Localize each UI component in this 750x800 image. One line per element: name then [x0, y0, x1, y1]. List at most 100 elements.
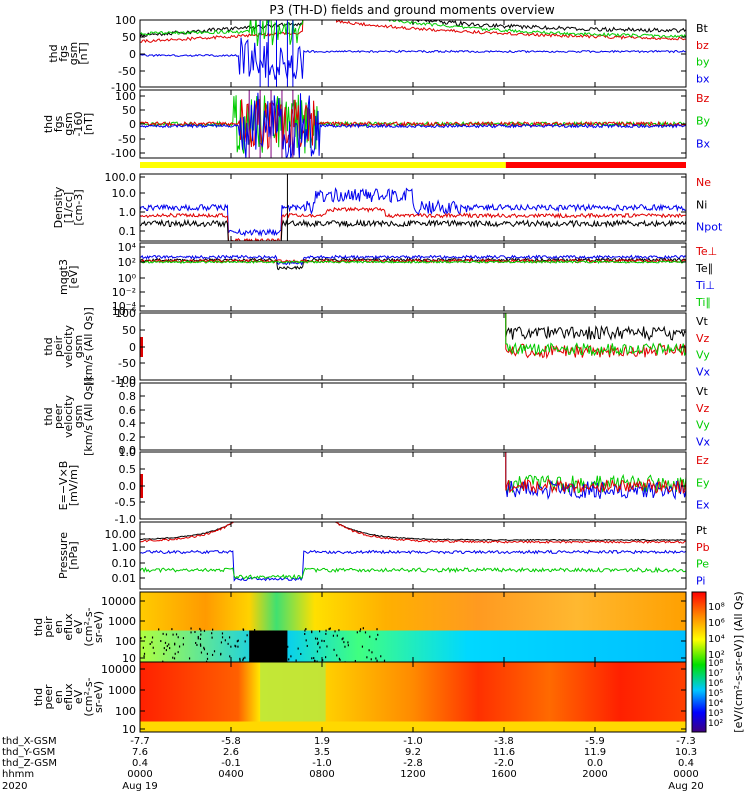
x-tick-label: -3.8: [494, 736, 514, 747]
y-tick-label: 0.0: [119, 444, 137, 457]
line-Ti-par: [140, 260, 686, 265]
colorbar-tick: 10⁸: [708, 602, 725, 613]
x-tick-label: 7.6: [132, 747, 148, 758]
panel-fgs-gsm: 100 50 0 -50 -100 thdfgsgsm[nT] Bt bz by bx: [47, 14, 710, 94]
colorbar-tick: 10⁵: [708, 689, 723, 699]
plot-area: [140, 174, 686, 241]
colorbar-tick: 10²: [708, 650, 725, 661]
line-Ni: [140, 218, 686, 241]
line-bz: [140, 20, 686, 43]
legend-Vt: Vt: [696, 385, 709, 398]
x-tick-label: 2.6: [223, 747, 239, 758]
legend-Ti⊥: Ti⊥: [695, 279, 715, 292]
legend-Vt: Vt: [696, 315, 709, 328]
legend-Ne: Ne: [696, 176, 711, 189]
legend-Pt: Pt: [696, 524, 708, 537]
x-tick-label: 10.3: [675, 747, 697, 758]
legend-Vy: Vy: [696, 419, 710, 432]
legend-Pb: Pb: [696, 541, 710, 554]
line-Vz: [505, 313, 686, 360]
y-tick-label: 0.10: [112, 557, 137, 570]
colorbar-label: [eV/(cm²-s-sr-eV)] (All Qs): [732, 591, 745, 732]
y-tick-label: 10.0: [112, 187, 137, 200]
line-Bx: [140, 92, 686, 158]
y-axis-label: thdpeirvelocitygsm[km/s (All Qs)]: [42, 307, 95, 386]
x-tick-label: Aug 20: [668, 781, 703, 792]
legend-Vz: Vz: [696, 332, 710, 345]
panel-peer-eflux: 10000 1000 100 10 thdpeerenefluxeV(cm²-s-sr-…: [32, 661, 687, 736]
plot-area: [140, 592, 686, 662]
legend-Vz: Vz: [696, 402, 710, 415]
x-tick-label: 3.5: [314, 747, 330, 758]
y-tick-label: 0.01: [112, 572, 137, 585]
y-tick-label: 10000: [101, 595, 136, 608]
x-tick-label: -2.0: [494, 758, 514, 769]
x-row-label: 2020: [2, 781, 27, 792]
y-tick-label: 100: [115, 635, 136, 648]
line-Pe: [140, 566, 686, 580]
x-tick-label: 11.9: [584, 747, 606, 758]
y-tick-label: -0.5: [115, 496, 136, 509]
legend-Bz: Bz: [696, 92, 710, 105]
legend-bx: bx: [696, 72, 710, 85]
x-tick-label: 0.4: [678, 758, 694, 769]
x-row-label: thd_X-GSM: [2, 736, 57, 747]
panel-frame: [139, 382, 687, 451]
colorbar-tick: 10⁶: [708, 679, 723, 689]
legend-by: by: [696, 56, 710, 69]
x-tick-label: 0000: [127, 769, 152, 780]
y-tick-label: 100: [115, 90, 136, 103]
colorbar-tick: 10⁴: [708, 634, 725, 645]
x-tick-label: -0.1: [221, 758, 241, 769]
x-tick-label: 0800: [309, 769, 334, 780]
line-Ez: [505, 452, 686, 494]
x-tick-label: 0.4: [132, 758, 148, 769]
legend-Ti∥: Ti∥: [695, 296, 711, 309]
y-tick-label: 0.5: [119, 463, 137, 476]
y-tick-label: 0.0: [119, 480, 137, 493]
legend-Bx: Bx: [696, 137, 711, 150]
legend-Ex: Ex: [696, 499, 710, 512]
y-tick-label: 10000: [101, 663, 136, 676]
y-axis-label: Density[1/cc][cm-3]: [52, 186, 85, 228]
y-tick-label: 10: [122, 723, 136, 736]
y-tick-label: 0: [129, 341, 136, 354]
y-tick-label: 1000: [108, 615, 136, 628]
line-Ex: [505, 452, 686, 501]
y-axis-label: thdpeervelocitygsm[km/s (All Qs)]: [42, 377, 95, 456]
colorbar-tick: 10⁴: [708, 699, 723, 709]
legend-Pi: Pi: [696, 574, 705, 587]
y-axis-label: thdfgsgsm-160[nT]: [42, 112, 95, 137]
y-tick-label: -100: [111, 147, 136, 160]
y-tick-label: 10⁻²: [112, 286, 136, 299]
panel-pressure: 10.001.00 0.10 0.01 Pressure[nPa] Pt Pb Pe Pi: [57, 521, 710, 590]
y-tick-label: 10.00: [105, 528, 137, 541]
x-tick-label: 0.0: [587, 758, 603, 769]
colorbar-tick: 10²: [708, 719, 723, 729]
y-tick-label: 100: [115, 307, 136, 320]
y-tick-label: -50: [118, 357, 136, 370]
y-tick-label: 50: [122, 31, 136, 44]
panel-frame: [139, 312, 687, 381]
y-tick-label: 0.8: [119, 390, 137, 403]
line-bx: [140, 37, 686, 80]
y-tick-label: 0.2: [119, 431, 137, 444]
legend-bz: bz: [696, 39, 709, 52]
panel-frame: [139, 242, 687, 312]
x-tick-label: 2000: [582, 769, 607, 780]
y-axis-label: E=−V×B[mV/m]: [57, 461, 80, 511]
x-tick-label: 1.9: [314, 736, 330, 747]
y-axis-label: mqgt3[eV]: [57, 259, 80, 295]
spectrogram-peer: [140, 662, 686, 732]
x-tick-label: -7.3: [676, 736, 696, 747]
line-Vy: [505, 313, 686, 357]
legend-By: By: [696, 115, 711, 128]
y-axis-label: thdfgsgsm[nT]: [47, 42, 90, 65]
y-tick-label: 10²: [118, 256, 136, 269]
legend-Npot: Npot: [696, 221, 723, 234]
legend-Ni: Ni: [696, 198, 707, 211]
line-Ti-perp: [140, 254, 686, 266]
